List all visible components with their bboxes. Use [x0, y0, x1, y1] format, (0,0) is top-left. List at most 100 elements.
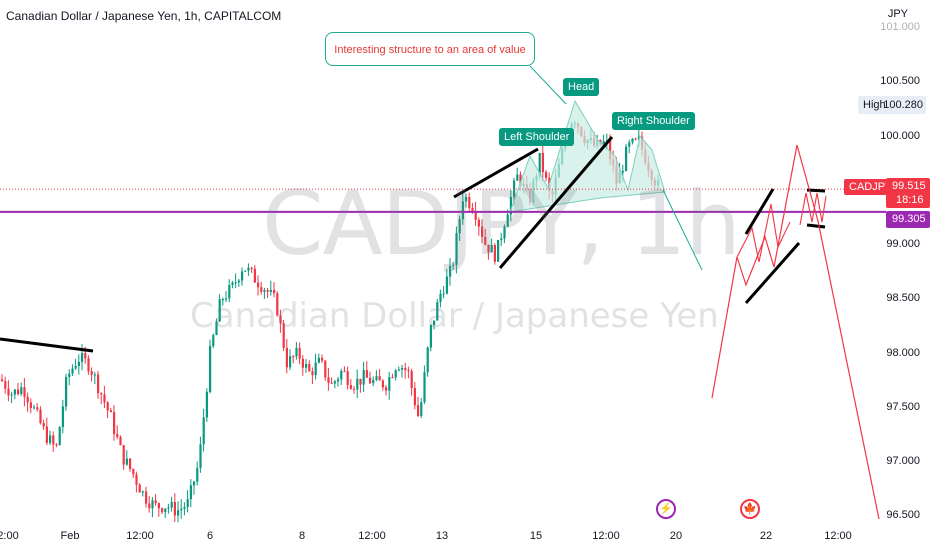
candle-body	[1, 379, 4, 381]
candle-body	[375, 376, 378, 380]
last-price-marker: 99.515 18:16	[886, 178, 930, 208]
candle-body	[423, 372, 426, 403]
candle-body	[164, 508, 167, 513]
candle-body	[10, 394, 13, 396]
candle-body	[369, 377, 372, 384]
head-and-shoulders-pattern[interactable]	[509, 99, 666, 213]
candle-body	[157, 503, 160, 509]
candle-body	[167, 507, 170, 509]
chart-symbol-title[interactable]: Canadian Dollar / Japanese Yen, 1h, CAPI…	[6, 9, 282, 23]
projection-zigzag-2	[799, 192, 827, 226]
canada-flag-event-icon[interactable]: 🍁	[740, 499, 760, 519]
candle-body	[269, 289, 272, 292]
candle-body	[148, 503, 151, 509]
candle-body	[263, 290, 266, 292]
time-tick-label: 8	[298, 530, 306, 542]
left-shoulder-label[interactable]: Left Shoulder	[499, 128, 575, 146]
candle-body	[602, 141, 605, 145]
candle-body	[39, 409, 42, 424]
candle-body	[273, 289, 276, 294]
candle-body	[484, 237, 487, 245]
candle-body	[177, 510, 180, 516]
candle-body	[42, 423, 45, 427]
candle-body	[634, 138, 637, 140]
projection-arrow-line[interactable]	[662, 189, 703, 271]
candle-body	[260, 287, 263, 292]
candle-body	[145, 491, 148, 504]
candle-body	[317, 357, 320, 363]
candle-body	[433, 320, 436, 325]
candle-body	[625, 146, 628, 171]
candle-body	[234, 282, 237, 284]
candle-body	[132, 468, 135, 475]
candle-body	[490, 245, 493, 253]
price-tick-label: 96.500	[886, 509, 920, 522]
price-tick-label: 99.000	[886, 238, 920, 250]
candle-body	[45, 426, 48, 443]
candle-body	[58, 427, 61, 446]
candle-body	[55, 444, 58, 446]
candle-body	[199, 444, 202, 468]
candle-body	[321, 357, 324, 361]
high-label-text: High	[863, 99, 886, 111]
right-shoulder-label[interactable]: Right Shoulder	[612, 112, 695, 130]
channel-upper-line[interactable]	[453, 147, 539, 199]
candle-body	[129, 458, 132, 469]
candle-body	[237, 280, 240, 283]
candle-body	[458, 219, 461, 234]
candle-body	[257, 282, 260, 288]
channel-lower-line[interactable]	[498, 136, 614, 269]
candle-body	[538, 152, 541, 177]
candle-body	[93, 374, 96, 376]
candle-body	[289, 356, 292, 368]
candle-body	[404, 367, 407, 371]
candle-body	[20, 387, 23, 395]
candle-body	[487, 244, 490, 253]
candle-body	[29, 402, 32, 409]
candle-body	[311, 371, 314, 376]
head-label[interactable]: Head	[563, 78, 600, 96]
candle-body	[381, 380, 384, 388]
annotation-callout[interactable]: Interesting structure to an area of valu…	[325, 32, 535, 66]
time-tick-label: 22	[759, 530, 773, 542]
candle-body	[292, 356, 295, 358]
candle-body	[100, 393, 103, 395]
candle-body	[628, 142, 631, 147]
callout-pointer-line[interactable]	[529, 65, 567, 105]
candle-body	[506, 214, 509, 227]
time-tick-label: 12:00	[358, 530, 386, 542]
flag-lower-line[interactable]	[744, 242, 801, 304]
candle-body	[49, 435, 52, 443]
price-tick-label: 97.500	[886, 400, 920, 413]
candle-body	[84, 353, 87, 359]
symbol-price-badge: CADJPY	[844, 179, 898, 195]
news-event-icon[interactable]: ⚡	[656, 499, 676, 519]
time-tick-label: 6	[206, 530, 214, 542]
candle-body	[183, 506, 186, 509]
candle-body	[394, 370, 397, 378]
candle-body	[301, 358, 304, 368]
candle-body	[609, 140, 612, 160]
candle-body	[205, 391, 208, 418]
high-label-value: 100.280	[883, 99, 923, 111]
candle-body	[68, 373, 71, 378]
candle-body	[516, 174, 519, 181]
trend-line[interactable]	[0, 337, 94, 353]
candle-body	[231, 282, 234, 285]
high-price-label: High 100.280	[858, 96, 926, 114]
candle-body	[365, 370, 368, 378]
time-tick-label: 12:00	[126, 530, 154, 542]
candle-body	[308, 364, 311, 372]
candle-body	[228, 284, 231, 299]
flag-bottom-line[interactable]	[806, 223, 826, 229]
flag-upper-line[interactable]	[744, 188, 775, 235]
candle-body	[391, 377, 394, 379]
candle-body	[154, 500, 157, 504]
candle-body	[253, 268, 256, 283]
candle-body	[109, 410, 112, 413]
candle-body	[420, 402, 423, 416]
candle-body	[417, 405, 420, 416]
candle-body	[410, 371, 413, 389]
candle-body	[474, 211, 477, 220]
